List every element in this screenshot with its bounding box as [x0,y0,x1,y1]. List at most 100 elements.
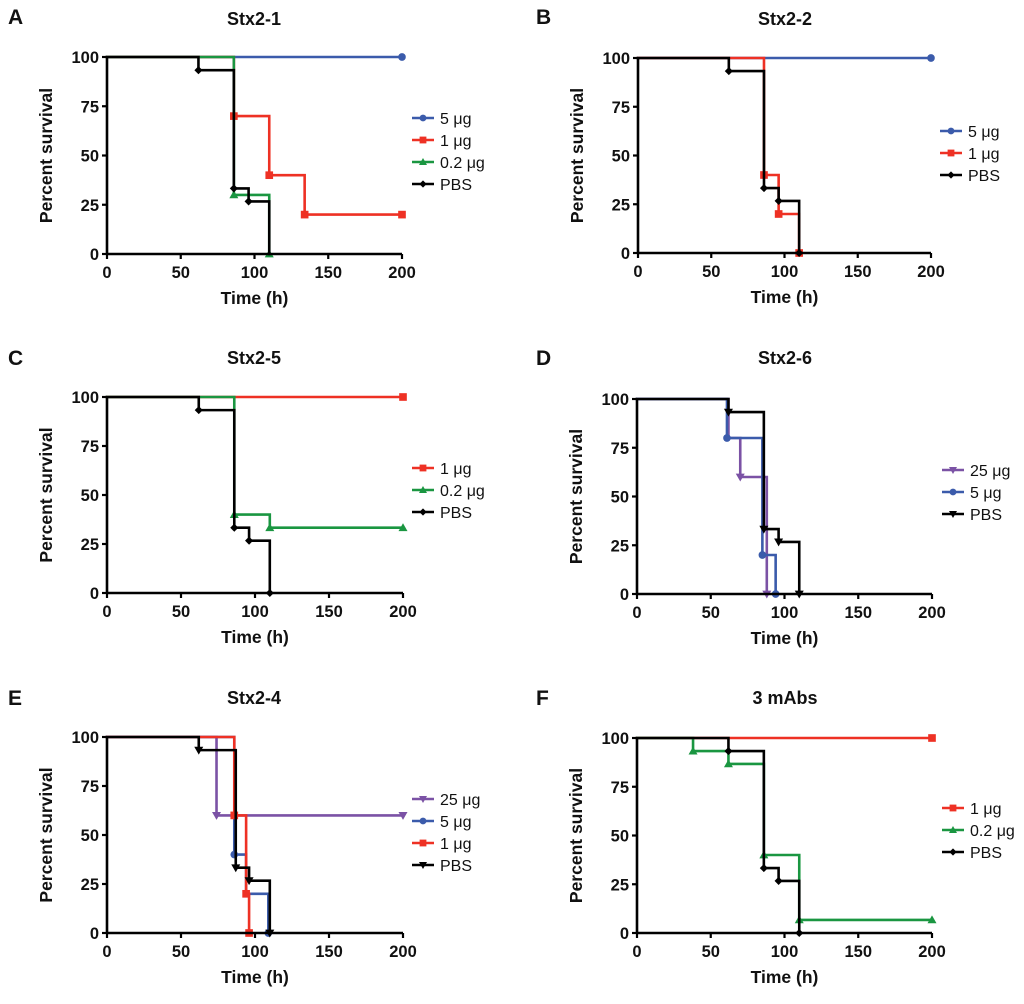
y-tick-label: 0 [90,585,99,603]
y-tick-label: 75 [612,99,630,117]
x-tick-label: 150 [315,943,343,961]
series-line-1g [105,735,251,935]
legend-label: 0.2 μg [440,155,485,172]
data-point [265,171,274,180]
legend-marker-icon [949,826,957,833]
x-tick-label: 200 [389,603,417,621]
x-axis-label: Time (h) [221,627,289,647]
legend-label: 1 μg [968,146,999,163]
data-point [242,889,250,898]
y-tick-label: 100 [71,729,99,747]
y-tick-label: 75 [81,98,99,116]
series-line-5g [635,397,777,596]
data-point [230,523,239,532]
data-point [231,864,241,873]
data-point [759,184,769,193]
data-point [927,915,937,924]
legend-item: 0.2 μg [942,823,1015,840]
x-tick-label: 150 [315,603,343,621]
legend-label: 1 μg [440,461,471,478]
legend-item: PBS [942,507,1002,524]
legend-item: PBS [940,168,1000,185]
data-point [230,811,239,820]
chart-title: Stx2-5 [227,348,281,368]
legend: 5 μg 1 μg 0.2 μg PBS [412,111,485,194]
x-tick-label: 200 [917,263,945,281]
series-line-pbs [105,55,271,256]
legend: 1 μg 0.2 μg PBS [942,801,1015,862]
data-point [229,190,239,199]
data-point [229,184,238,193]
legend-marker-icon [419,508,427,516]
y-tick-label: 0 [620,925,629,943]
y-axis-label: Percent survival [36,88,56,223]
legend-marker-icon [419,136,427,144]
axes: 0 25 50 75 100 0 50 100 150 200 [602,50,944,281]
legend-label: 5 μg [970,485,1001,502]
legend-label: 5 μg [440,111,471,128]
y-tick-label: 50 [81,487,99,505]
panel-letter: C [8,347,23,370]
panel-letter: D [536,347,551,370]
legend: 25 μg 5 μg 1 μg PBS [412,792,480,875]
y-tick-label: 0 [90,246,99,264]
x-tick-label: 200 [918,604,946,622]
series-line-1g [105,55,404,216]
legend-marker-icon [419,817,427,825]
x-tick-label: 0 [633,263,642,281]
y-axis-label: Percent survival [567,88,587,223]
panel-c: C Stx2-5 0 25 50 75 100 0 50 100 150 200 Time (h) Per… [8,347,485,647]
data-point [774,538,784,547]
legend-label: 5 μg [968,124,999,141]
chart-title: Stx2-1 [227,9,281,29]
curves [105,393,408,598]
y-tick-label: 0 [90,925,99,943]
legend-label: 1 μg [970,801,1001,818]
data-point [398,210,406,219]
data-point [194,406,203,415]
legend-marker-icon [947,127,955,135]
y-tick-label: 50 [612,148,630,166]
x-tick-label: 0 [102,603,111,621]
panel-letter: E [8,687,22,710]
series-line-0.2g [635,736,934,922]
data-point [688,746,698,755]
legend-label: PBS [970,507,1002,524]
y-tick-label: 0 [620,586,629,604]
data-point [759,864,768,873]
legend-marker-icon [949,511,957,518]
legend-marker-icon [419,158,427,165]
data-point [723,434,731,442]
data-point [399,393,407,401]
legend-label: PBS [440,177,472,194]
x-tick-label: 50 [702,263,720,281]
legend-marker-icon [947,149,955,157]
x-axis-label: Time (h) [751,967,819,987]
y-tick-label: 100 [601,391,629,409]
data-point [194,66,203,75]
data-point [723,408,733,417]
legend-item: PBS [412,858,472,875]
data-point [723,759,733,768]
y-tick-label: 25 [81,536,99,554]
x-tick-label: 100 [771,263,799,281]
y-tick-label: 0 [621,245,630,263]
data-point [928,734,936,742]
y-axis-label: Percent survival [36,427,56,562]
y-tick-label: 75 [611,779,629,797]
x-tick-label: 50 [172,943,190,961]
x-tick-label: 0 [632,604,641,622]
x-tick-label: 100 [771,604,799,622]
series-line-0.2g [105,395,405,530]
legend-label: 25 μg [970,463,1010,480]
legend-label: 25 μg [440,792,480,809]
x-tick-label: 150 [314,264,342,282]
legend-item: PBS [942,845,1002,862]
y-tick-label: 75 [81,778,99,796]
x-tick-label: 150 [844,604,872,622]
legend-item: 0.2 μg [412,155,485,172]
y-tick-label: 50 [81,827,99,845]
panel-d: D Stx2-6 0 25 50 75 100 0 50 100 150 200 Time (h) Per… [536,347,1010,648]
x-tick-label: 100 [771,943,799,961]
